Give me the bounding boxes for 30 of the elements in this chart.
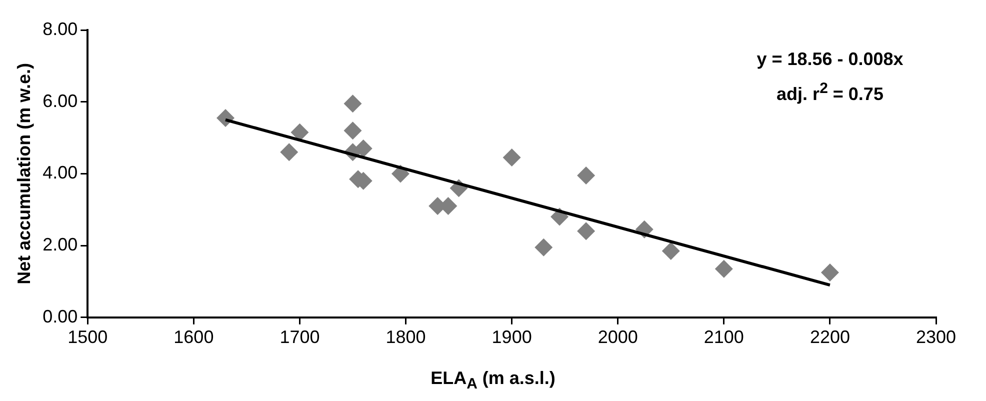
point [714,260,733,278]
x-tick-label: 1500 [68,327,108,348]
y-tick-label: 4.00 [42,162,78,183]
x-tick-label: 1900 [492,327,532,348]
point [344,94,362,113]
x-tick-label: 1600 [174,327,214,348]
y-tick-label: 6.00 [42,90,78,111]
point [280,143,298,162]
point [290,123,309,142]
x-tick-label: 2200 [810,327,850,348]
x-tick-label: 1700 [280,327,320,348]
y-tick-label: 0.00 [42,306,78,326]
point [344,122,362,140]
annotation: y = 18.56 - 0.008x [756,48,904,71]
point [534,238,553,256]
point [577,222,596,240]
annotation: adj. r$^{2}$ = 0.75 [776,79,884,106]
x-tick-label: 2100 [704,327,744,348]
x-tick-label: 2000 [598,327,638,348]
y-tick-label: 2.00 [42,234,78,255]
x-axis-title: ELA$_{A}$ (m a.s.l.) [430,368,556,393]
x-tick-label: 1800 [386,327,426,348]
point [502,148,521,167]
point [354,140,372,158]
point [662,242,680,260]
point [577,166,596,184]
point [820,263,839,282]
y-axis-title: Net accumulation (m w.e.) [14,63,34,284]
x-tick-label: 2300 [916,327,956,348]
y-tick-label: 8.00 [42,18,78,39]
